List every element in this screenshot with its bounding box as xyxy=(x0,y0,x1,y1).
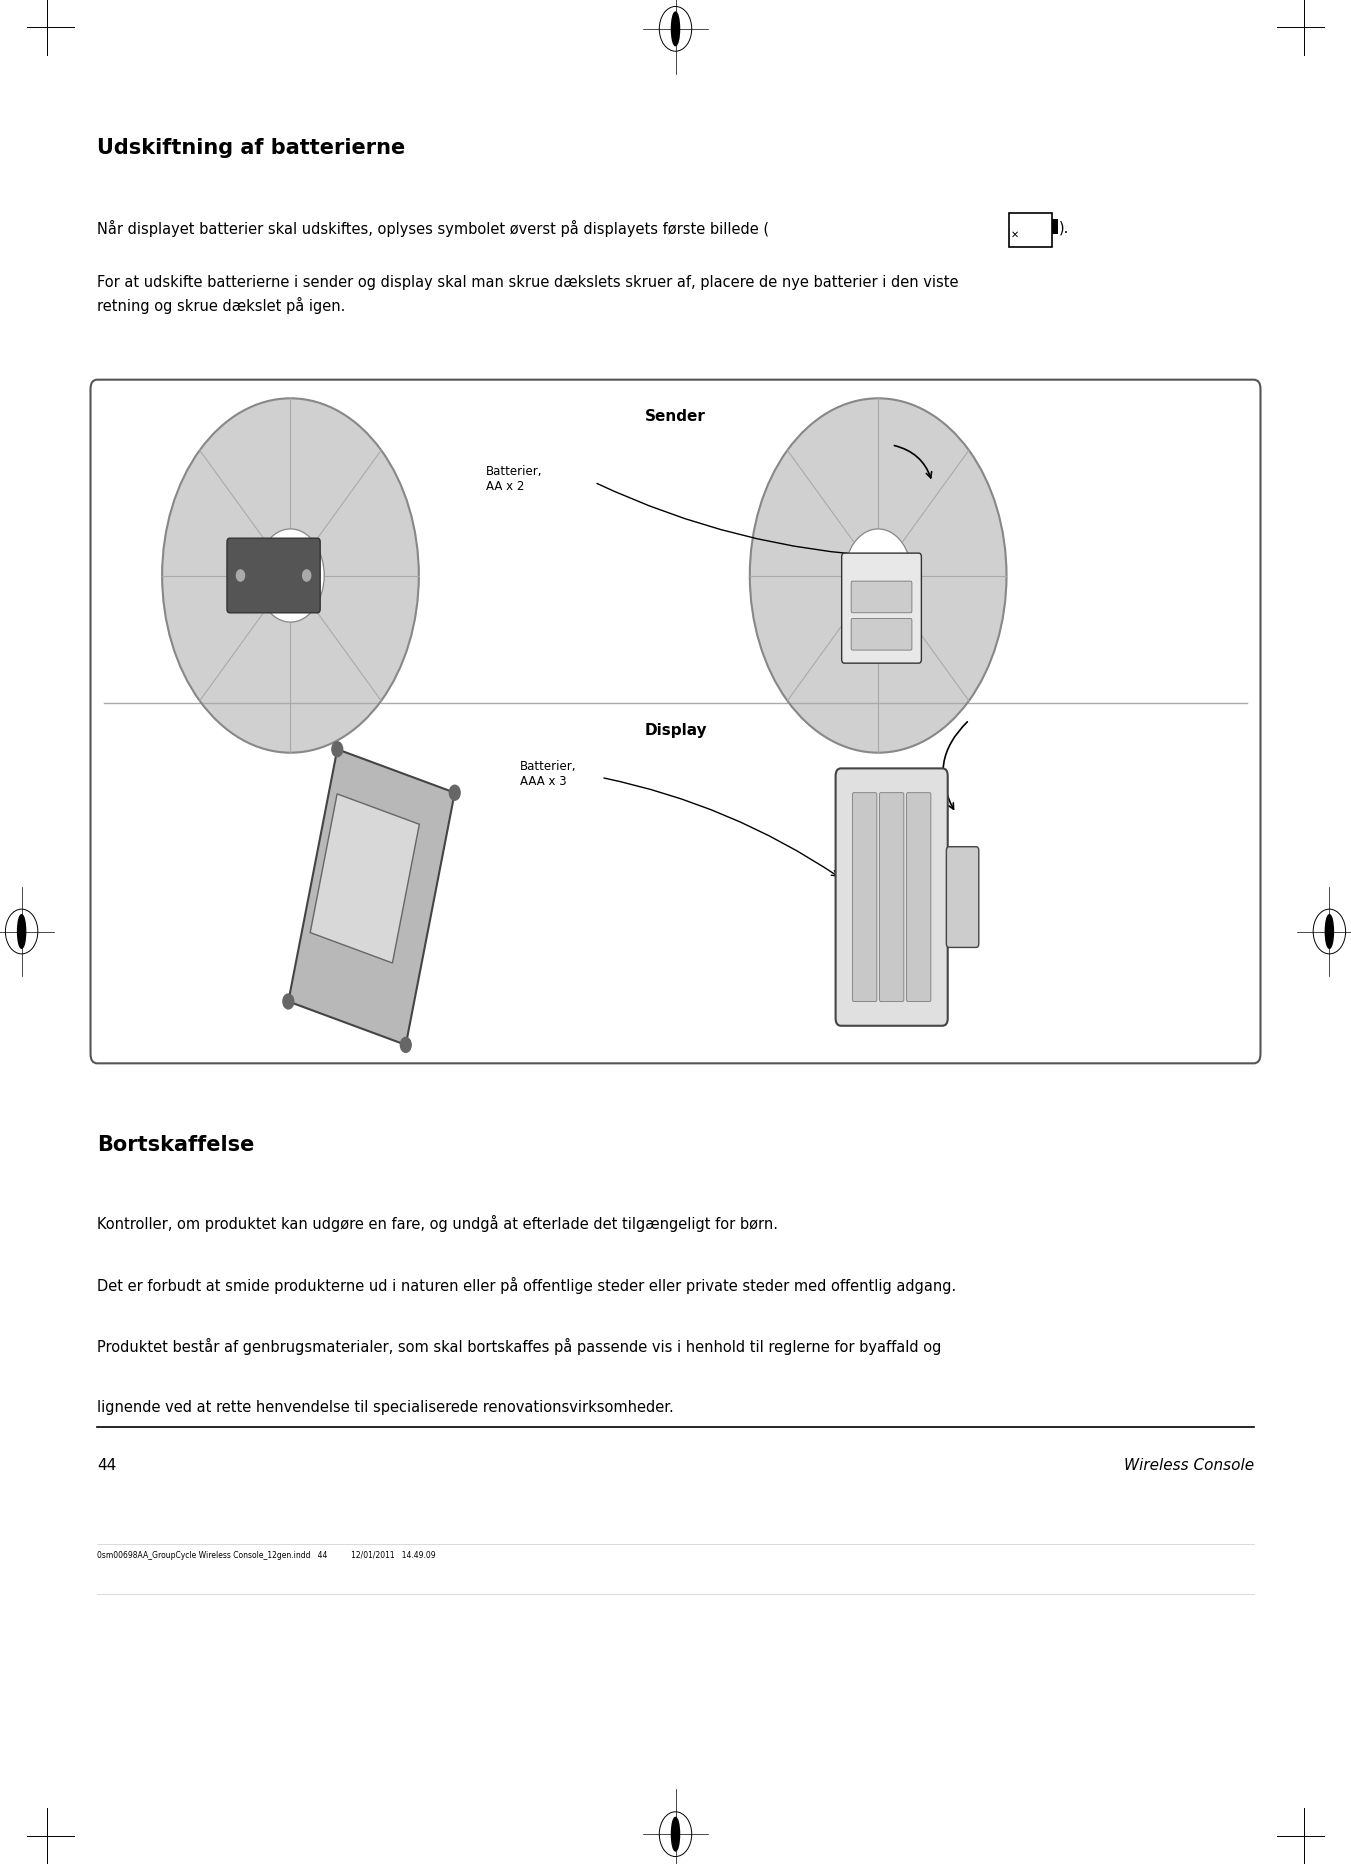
FancyBboxPatch shape xyxy=(880,794,904,1003)
Circle shape xyxy=(450,787,461,802)
FancyBboxPatch shape xyxy=(835,770,948,1027)
Text: Wireless Console: Wireless Console xyxy=(1124,1458,1254,1473)
Text: Produktet består af genbrugsmaterialer, som skal bortskaffes på passende vis i h: Produktet består af genbrugsmaterialer, … xyxy=(97,1336,942,1355)
FancyBboxPatch shape xyxy=(842,554,921,664)
Text: Batterier,
AAA x 3: Batterier, AAA x 3 xyxy=(520,759,577,787)
Polygon shape xyxy=(311,794,419,964)
Text: Sender: Sender xyxy=(644,408,707,423)
Text: Det er forbudt at smide produkterne ud i naturen eller på offentlige steder elle: Det er forbudt at smide produkterne ud i… xyxy=(97,1275,957,1294)
Circle shape xyxy=(162,399,419,753)
Text: 0sm00698AA_GroupCycle Wireless Console_12gen.indd   44          12/01/2011   14.: 0sm00698AA_GroupCycle Wireless Console_1… xyxy=(97,1549,436,1558)
Circle shape xyxy=(282,995,293,1010)
FancyBboxPatch shape xyxy=(851,582,912,613)
Ellipse shape xyxy=(1325,915,1333,949)
Circle shape xyxy=(400,1038,411,1053)
Text: Når displayet batterier skal udskiftes, oplyses symbolet øverst på displayets fø: Når displayet batterier skal udskiftes, … xyxy=(97,220,770,237)
Text: AAA
AAA: AAA AAA xyxy=(913,893,924,902)
Text: Bortskaffelse: Bortskaffelse xyxy=(97,1135,254,1154)
FancyBboxPatch shape xyxy=(852,794,877,1003)
Text: AAA
AAA: AAA AAA xyxy=(859,893,870,902)
Text: Batterier,
AA x 2: Batterier, AA x 2 xyxy=(486,464,543,492)
Ellipse shape xyxy=(671,1817,680,1851)
Circle shape xyxy=(844,529,912,623)
Text: AAA
AAA: AAA AAA xyxy=(886,893,897,902)
Text: ✕: ✕ xyxy=(1011,229,1019,239)
Ellipse shape xyxy=(18,915,26,949)
Text: 44: 44 xyxy=(97,1458,116,1473)
FancyBboxPatch shape xyxy=(851,619,912,651)
FancyBboxPatch shape xyxy=(1052,220,1058,235)
Circle shape xyxy=(332,742,343,757)
Text: ).: ). xyxy=(1059,220,1070,235)
FancyBboxPatch shape xyxy=(946,848,978,949)
Text: Kontroller, om produktet kan udgøre en fare, og undgå at efterlade det tilgængel: Kontroller, om produktet kan udgøre en f… xyxy=(97,1213,778,1232)
FancyBboxPatch shape xyxy=(91,380,1260,1064)
FancyBboxPatch shape xyxy=(1009,214,1052,248)
Text: For at udskifte batterierne i sender og display skal man skrue dækslets skruer a: For at udskifte batterierne i sender og … xyxy=(97,274,959,313)
FancyBboxPatch shape xyxy=(907,794,931,1003)
Circle shape xyxy=(236,570,245,582)
Text: lignende ved at rette henvendelse til specialiserede renovationsvirksomheder.: lignende ved at rette henvendelse til sp… xyxy=(97,1398,674,1415)
Circle shape xyxy=(257,529,324,623)
Ellipse shape xyxy=(671,13,680,47)
Circle shape xyxy=(303,570,311,582)
FancyBboxPatch shape xyxy=(227,539,320,613)
Circle shape xyxy=(750,399,1006,753)
Text: Udskiftning af batterierne: Udskiftning af batterierne xyxy=(97,138,405,158)
Polygon shape xyxy=(288,749,455,1046)
Text: Display: Display xyxy=(644,721,707,736)
Text: 1234: 1234 xyxy=(881,986,902,994)
